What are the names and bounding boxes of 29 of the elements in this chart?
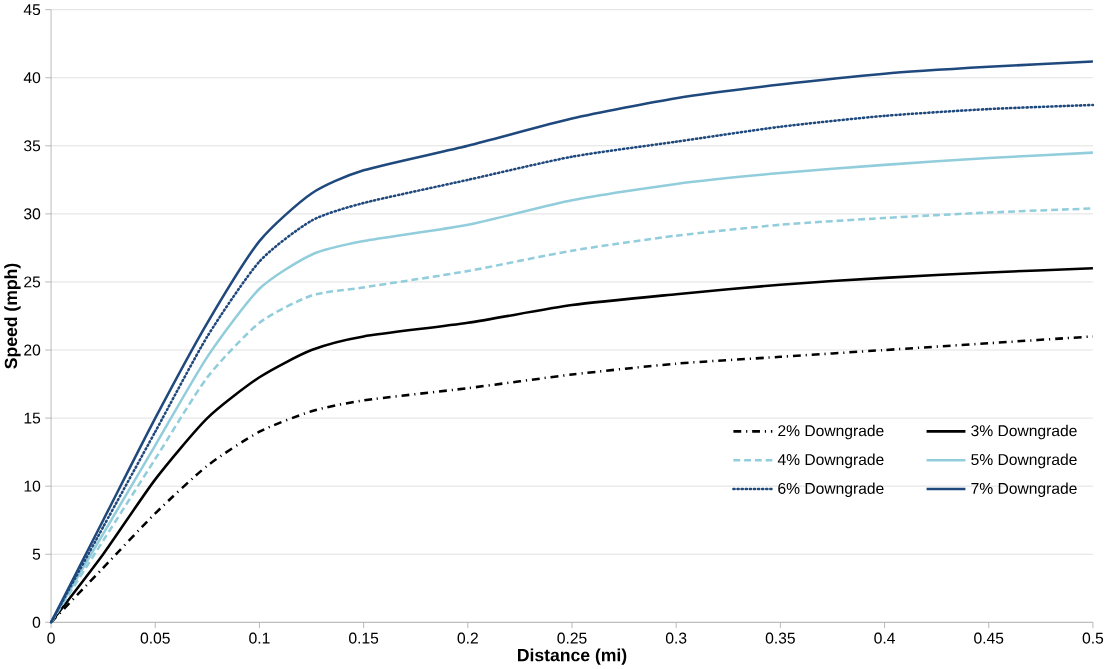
x-tick-label: 0.1 <box>249 632 270 644</box>
x-tick-label: 0.5 <box>1082 632 1104 644</box>
x-tick-label: 0.25 <box>557 632 587 644</box>
legend-label: 4% Downgrade <box>777 453 884 469</box>
x-tick-label: 0.15 <box>349 632 379 644</box>
x-tick-label: 0.3 <box>665 632 687 644</box>
y-tick-label: 30 <box>24 208 41 220</box>
x-axis-title: Distance (mi) <box>518 648 627 665</box>
y-tick-label: 25 <box>24 276 41 288</box>
x-tick-label: 0 <box>47 632 55 644</box>
legend-label: 7% Downgrade <box>971 482 1077 498</box>
y-tick-label: 40 <box>23 72 41 84</box>
y-tick-label: 0 <box>32 616 41 628</box>
y-tick-label: 5 <box>32 548 41 560</box>
legend-label: 6% Downgrade <box>778 482 884 498</box>
y-tick-label: 20 <box>24 344 41 356</box>
y-tick-label: 10 <box>24 480 41 492</box>
x-tick-label: 0.4 <box>874 632 895 644</box>
y-tick-label: 35 <box>24 140 41 152</box>
legend-label: 2% Downgrade <box>778 424 884 440</box>
legend-label: 3% Downgrade <box>971 424 1077 440</box>
x-tick-label: 0.05 <box>140 632 170 644</box>
y-axis-title: Speed (mph) <box>4 263 21 369</box>
x-tick-label: 0.35 <box>765 632 795 644</box>
legend-label: 5% Downgrade <box>971 453 1077 469</box>
x-tick-label: 0.45 <box>974 632 1004 644</box>
y-tick-label: 45 <box>23 4 41 16</box>
x-tick-label: 0.2 <box>457 632 478 644</box>
y-tick-label: 15 <box>24 412 41 424</box>
